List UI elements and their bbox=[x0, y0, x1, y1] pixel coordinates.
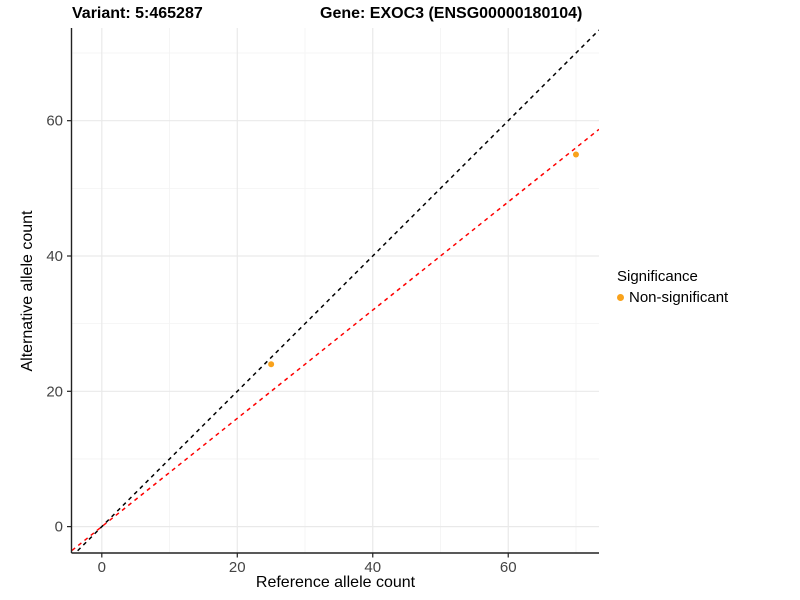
x-axis-title: Reference allele count bbox=[255, 574, 416, 591]
x-tick-label: 40 bbox=[364, 559, 381, 576]
legend: Significance Non-significant bbox=[617, 268, 728, 306]
x-tick-label: 60 bbox=[500, 559, 517, 576]
y-tick-label: 0 bbox=[55, 519, 63, 536]
y-tick-label: 20 bbox=[46, 383, 63, 400]
y-tick-label: 60 bbox=[46, 113, 63, 130]
plot-title-variant: Variant: 5:465287 bbox=[72, 5, 203, 22]
plot-title-gene: Gene: EXOC3 (ENSG00000180104) bbox=[320, 5, 583, 22]
identity-line bbox=[74, 29, 599, 553]
circle-icon bbox=[617, 294, 624, 301]
y-axis-title: Alternative allele count bbox=[19, 210, 36, 372]
y-tick-label: 40 bbox=[46, 248, 63, 265]
x-tick-label: 0 bbox=[98, 559, 106, 576]
legend-item-label: Non-significant bbox=[629, 289, 729, 306]
legend-title: Significance bbox=[617, 268, 698, 285]
data-point bbox=[268, 361, 275, 368]
data-point bbox=[572, 151, 579, 158]
legend-item-non-significant: Non-significant bbox=[617, 289, 728, 306]
x-tick-label: 20 bbox=[229, 559, 246, 576]
allelic-ratio-line bbox=[72, 128, 599, 552]
